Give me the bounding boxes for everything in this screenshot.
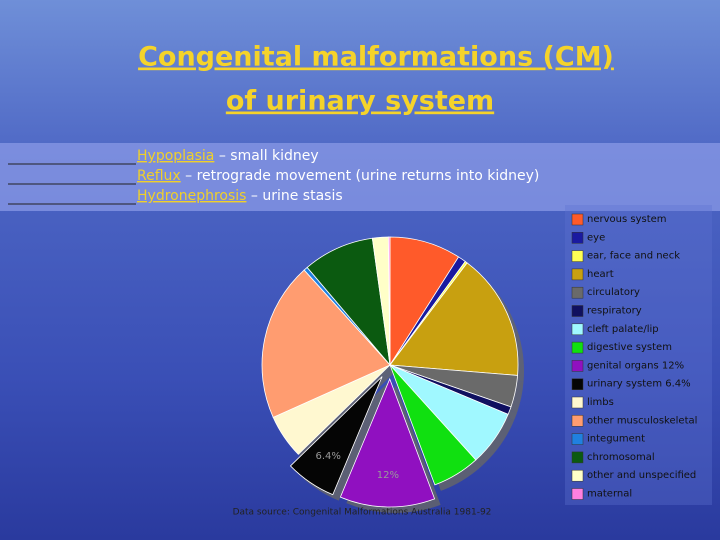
legend-label: digestive system [587,342,672,353]
slice [389,262,519,376]
legend-label: genital organs 12% [587,360,684,371]
slide-title: of urinary system [226,86,494,117]
legend-label: ear, face and neck [587,251,680,262]
legend-label: integument [587,434,645,445]
legend-label: limbs [587,397,614,408]
item: Hypoplasia – small kidney [137,148,319,164]
legend-swatch [571,232,584,244]
legend-swatch [571,469,584,482]
legend-label: other musculoskeletal [587,415,697,426]
legend-box [565,205,712,505]
slice [289,376,383,496]
item: Hydronephrosis – urine stasis [137,188,343,204]
slice [387,236,391,366]
legend-swatch [571,341,584,354]
legend-label: respiratory [587,306,642,317]
item-text: – retrograde movement (urine returns int… [181,168,540,184]
legend-swatch [571,323,584,336]
legend-label: heart [587,269,614,280]
legend-swatch [571,396,584,409]
slice [339,377,436,508]
data-label: 12% [377,470,399,481]
slide-title: Congenital malformations (CM) [138,42,614,73]
legend-label: urinary system 6.4% [587,379,691,390]
item-text: – small kidney [214,148,318,164]
legend-label: other and unspecified [587,470,696,481]
legend-label: circulatory [587,287,640,298]
chart-note: Data source: Congenital Malformations Au… [233,508,492,518]
legend-swatch [571,213,584,226]
legend-swatch [571,433,584,445]
legend-swatch [571,451,584,464]
legend-swatch [571,286,584,299]
legend-swatch [571,305,584,317]
item-term: Hydronephrosis [137,188,246,204]
legend-swatch [571,268,584,281]
item: Reflux – retrograde movement (urine retu… [137,168,539,184]
legend-label: eye [587,232,605,243]
legend-label: chromosomal [587,452,655,463]
item-term: Reflux [137,168,181,184]
item-term: Hypoplasia [137,148,214,164]
legend-swatch [571,378,584,390]
legend-label: nervous system [587,214,667,225]
legend-swatch [571,415,584,427]
legend-swatch [571,488,584,500]
legend-label: maternal [587,489,632,500]
legend-swatch [571,360,584,372]
data-label: 6.4% [315,451,340,462]
legend-label: cleft palate/lip [587,324,659,335]
slice [261,269,391,418]
slice [389,364,477,486]
item-text: – urine stasis [246,188,342,204]
text-band [0,143,720,211]
legend-swatch [571,250,584,262]
